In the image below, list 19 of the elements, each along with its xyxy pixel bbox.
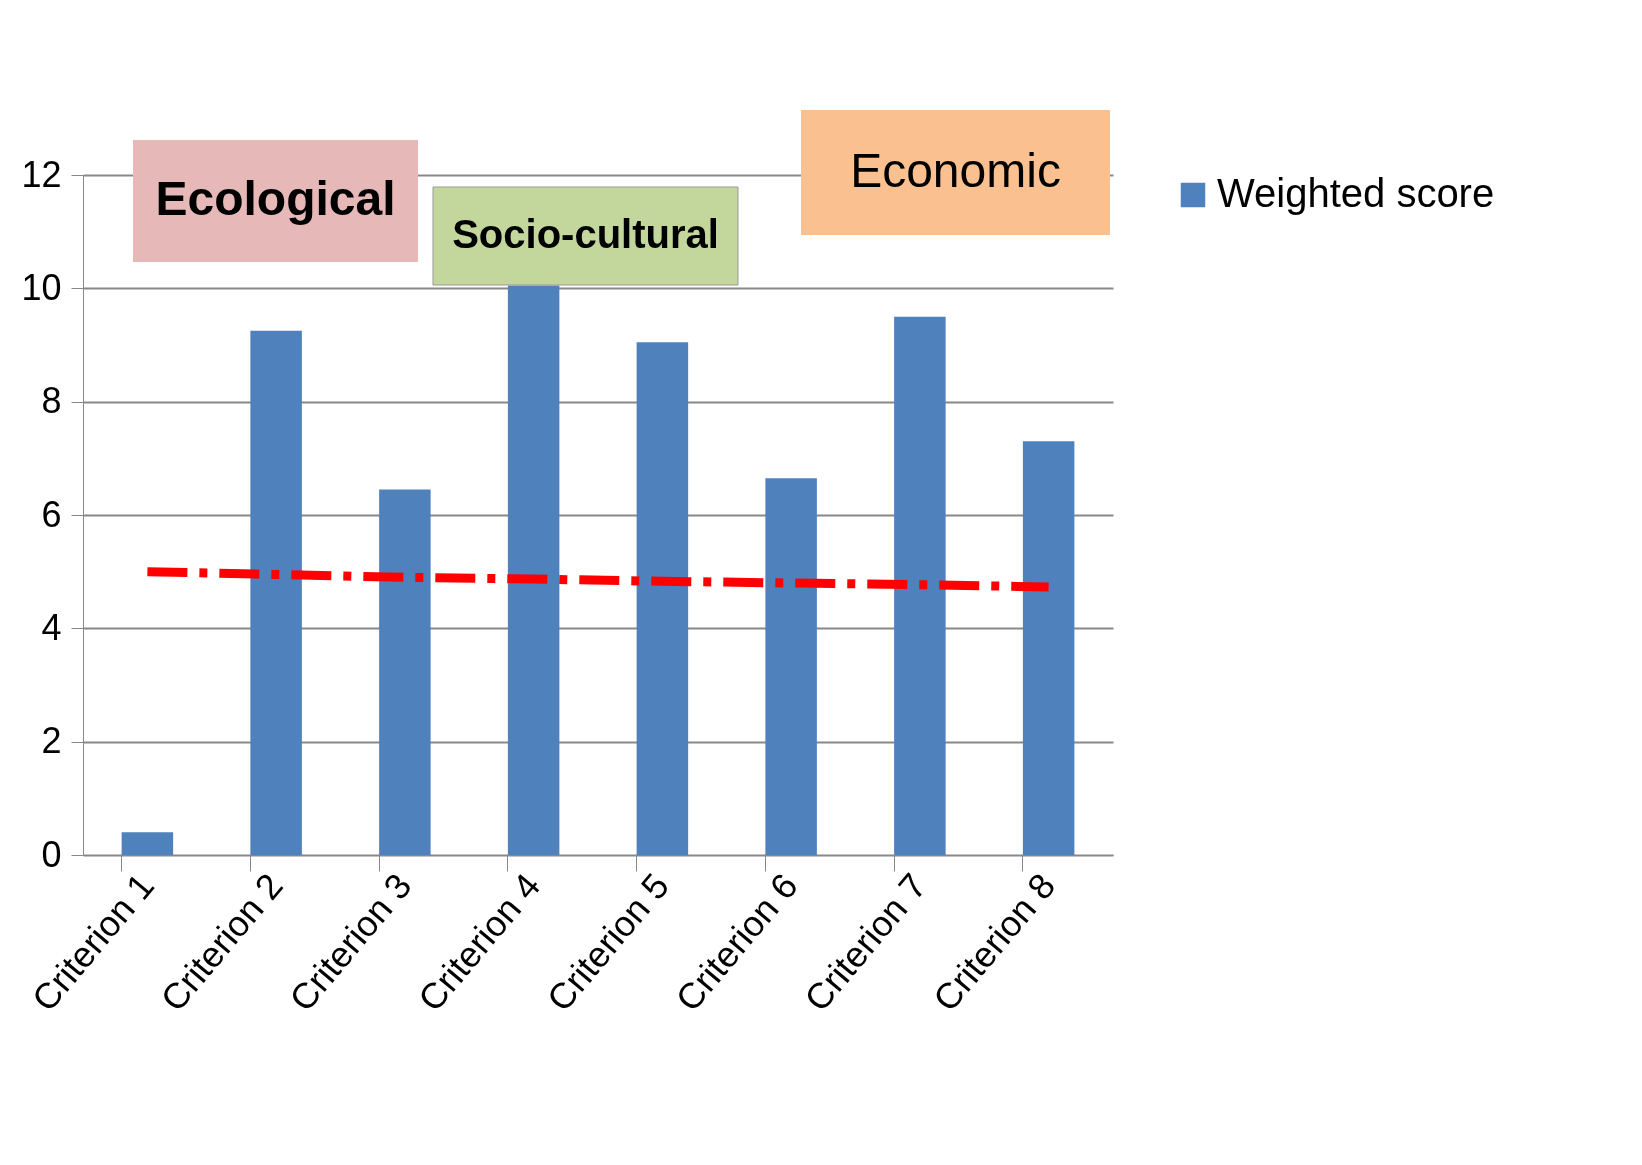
bar: [379, 489, 431, 855]
legend-label: Weighted score: [1217, 171, 1495, 215]
y-tick-label: 6: [41, 493, 62, 535]
y-tick-label: 12: [21, 153, 62, 195]
annotation: Ecological: [155, 172, 396, 225]
annotation: Socio-cultural: [452, 212, 719, 256]
y-tick-label: 8: [41, 380, 62, 422]
annotation: Economic: [850, 143, 1061, 197]
bar: [121, 832, 174, 855]
bar: [1022, 441, 1075, 855]
y-tick-label: 4: [41, 606, 62, 648]
bar: [765, 478, 817, 855]
y-tick-label: 2: [41, 720, 62, 762]
bar: [636, 342, 689, 855]
bar: [894, 316, 946, 855]
y-tick-label: 10: [21, 266, 62, 308]
bar: [250, 330, 302, 855]
y-tick-label: 0: [41, 833, 62, 875]
bar: [507, 285, 560, 855]
